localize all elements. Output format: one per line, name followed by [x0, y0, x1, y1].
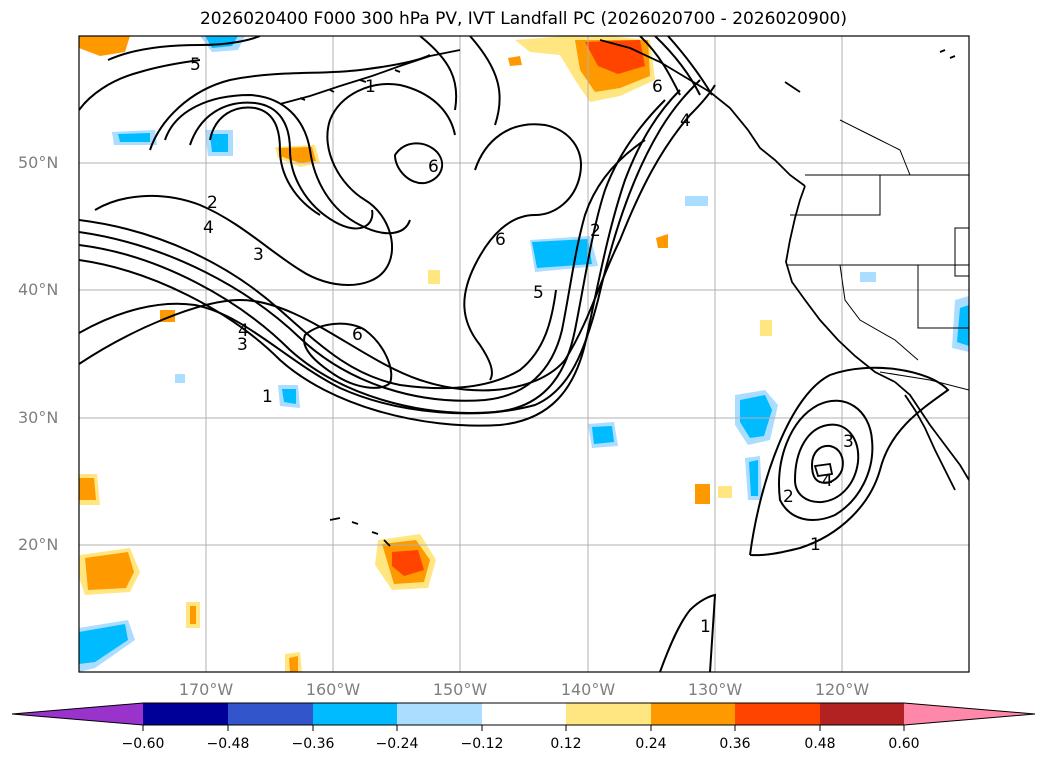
pv-contours	[79, 36, 950, 672]
contour-label: 1	[810, 535, 821, 555]
lon-label: 140°W	[560, 680, 616, 699]
contour-label: 3	[237, 335, 248, 355]
contour-label: 5	[533, 283, 544, 303]
map-title: 2026020400 F000 300 hPa PV, IVT Landfall…	[199, 9, 847, 29]
contour-label: 6	[352, 325, 363, 345]
contour-label: 2	[207, 193, 218, 213]
contour-label: 4	[680, 111, 691, 131]
colorbar-tick-label: 0.48	[804, 736, 836, 752]
contour-labels: 5 1 2 4 3 6 6 6 2 5 4 3 1 4 3 2 1 1 6 4	[190, 55, 854, 637]
colorbar-swatch	[143, 703, 228, 725]
colorbar-extend-low	[12, 703, 143, 725]
colorbar-tick-label: −0.48	[206, 736, 250, 752]
colorbar-swatch	[651, 703, 735, 725]
colorbar	[11, 702, 1036, 731]
contour-label: 1	[700, 617, 711, 637]
contour-label: 5	[190, 55, 201, 75]
colorbar-swatch	[482, 703, 566, 725]
contour-label: 2	[590, 221, 601, 241]
lon-label: 160°W	[305, 680, 361, 699]
contour-label: 4	[203, 218, 214, 238]
colorbar-tick-label: −0.24	[375, 736, 419, 752]
political-borders	[786, 119, 969, 391]
lat-label: 20°N	[18, 535, 59, 554]
contour-label: 6	[652, 77, 663, 97]
contour-label: 6	[428, 157, 439, 177]
colorbar-tick-label: 0.12	[550, 736, 582, 752]
graticule	[79, 36, 969, 672]
contour-label: 6	[495, 230, 506, 250]
colorbar-tick-label: 0.60	[888, 736, 920, 752]
lat-label: 30°N	[18, 408, 59, 427]
lat-label: 50°N	[18, 153, 59, 172]
colorbar-swatch	[820, 703, 904, 725]
lon-label: 130°W	[687, 680, 743, 699]
contour-label: 1	[262, 387, 273, 407]
lon-label: 150°W	[432, 680, 488, 699]
lon-label: 120°W	[814, 680, 870, 699]
colorbar-tick-label: −0.60	[121, 736, 165, 752]
plot-area: 5 1 2 4 3 6 6 6 2 5 4 3 1 4 3 2 1 1 6 4	[79, 36, 969, 672]
colorbar-swatch	[228, 703, 313, 725]
contour-label: 3	[843, 432, 854, 452]
contour-label: 1	[365, 77, 376, 97]
colorbar-swatch	[566, 703, 651, 725]
map-frame	[78, 35, 970, 673]
contour-label: 4	[822, 471, 833, 491]
lat-label: 40°N	[18, 280, 59, 299]
colorbar-extend-high	[904, 703, 1035, 725]
colorbar-tick-label: 0.24	[635, 736, 667, 752]
contour-label: 4	[238, 321, 249, 341]
lon-label: 170°W	[178, 680, 234, 699]
contour-label: 3	[253, 245, 264, 265]
contour-label: 2	[783, 487, 794, 507]
colorbar-swatch	[735, 703, 820, 725]
colorbar-swatch	[313, 703, 397, 725]
colorbar-swatch	[397, 703, 482, 725]
colorbar-tick-label: 0.36	[719, 736, 751, 752]
colorbar-tick-label: −0.36	[291, 736, 335, 752]
colorbar-tick-label: −0.12	[460, 736, 504, 752]
